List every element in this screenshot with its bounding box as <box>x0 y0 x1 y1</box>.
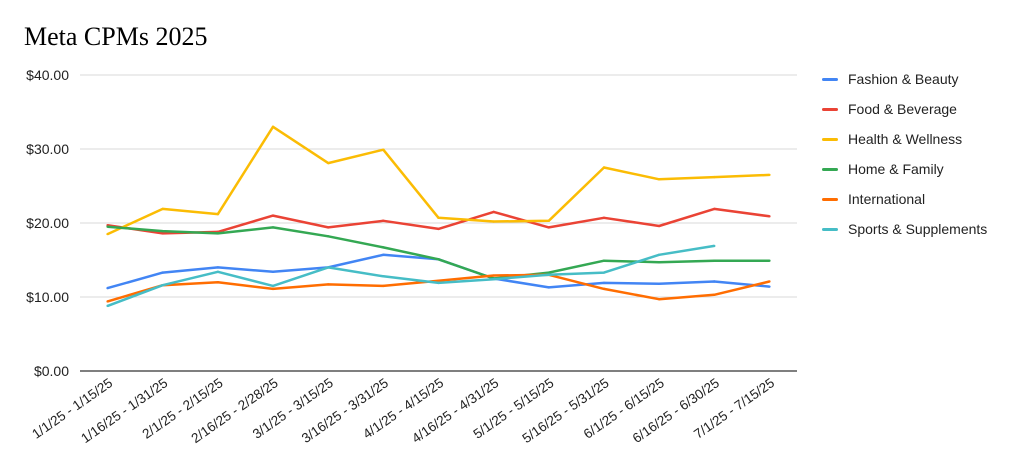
legend-swatch <box>822 167 838 171</box>
data-point <box>768 259 771 262</box>
data-point <box>216 266 220 269</box>
data-point <box>326 235 330 238</box>
legend-swatch <box>822 137 838 141</box>
data-point <box>657 298 661 301</box>
data-point <box>657 261 661 264</box>
data-point <box>768 173 771 177</box>
data-point <box>437 279 440 282</box>
chart-title: Meta CPMs 2025 <box>24 22 208 51</box>
data-point <box>492 278 495 281</box>
data-point <box>106 300 109 303</box>
data-point <box>657 224 661 228</box>
legend-label: Food & Beverage <box>848 101 957 117</box>
data-point <box>382 148 385 151</box>
data-point <box>106 286 109 290</box>
legend-item: International <box>822 184 987 214</box>
data-point <box>161 232 164 235</box>
legend-swatch <box>822 197 838 201</box>
legend-swatch <box>822 77 838 81</box>
data-point <box>106 304 109 308</box>
y-tick-label: $30.00 <box>26 141 69 157</box>
data-point <box>657 282 661 285</box>
data-point <box>326 161 330 165</box>
data-point <box>216 270 220 274</box>
data-point <box>216 212 220 216</box>
data-point <box>437 216 440 220</box>
series-line-sports-supplements <box>107 244 715 308</box>
data-point <box>492 210 495 214</box>
legend-swatch <box>822 227 838 231</box>
data-point <box>216 281 220 284</box>
data-point <box>271 125 275 128</box>
data-point <box>492 220 495 223</box>
data-point <box>161 229 164 233</box>
data-point <box>106 225 109 228</box>
data-point <box>326 266 330 269</box>
data-point <box>602 287 606 291</box>
data-point <box>437 227 440 231</box>
data-point <box>382 275 385 278</box>
data-point <box>547 286 551 289</box>
data-point <box>713 175 716 179</box>
data-point <box>271 214 275 217</box>
data-point <box>547 273 551 276</box>
data-point <box>768 280 771 283</box>
data-point <box>271 270 275 274</box>
data-point <box>602 216 606 220</box>
data-point <box>602 166 606 169</box>
data-point <box>602 281 606 285</box>
data-point <box>161 283 164 287</box>
legend-label: Health & Wellness <box>848 131 963 147</box>
data-point <box>271 287 275 291</box>
data-point <box>271 226 275 229</box>
data-point <box>382 253 385 257</box>
data-point <box>216 232 220 235</box>
data-point <box>382 246 385 249</box>
data-point <box>547 219 551 222</box>
legend-item: Health & Wellness <box>822 124 987 154</box>
legend-swatch <box>822 107 838 111</box>
legend: Fashion & Beauty Food & Beverage Health & … <box>822 64 987 244</box>
legend-item: Food & Beverage <box>822 94 987 124</box>
data-point <box>161 207 164 211</box>
data-point <box>657 253 661 257</box>
data-point <box>768 285 771 288</box>
data-point <box>106 232 109 236</box>
data-point <box>768 215 771 218</box>
data-point <box>602 271 606 274</box>
y-tick-label: $0.00 <box>34 363 69 379</box>
data-point <box>713 280 716 283</box>
data-point <box>602 259 606 262</box>
y-tick-label: $20.00 <box>26 215 69 231</box>
data-point <box>161 271 164 274</box>
data-point <box>713 244 716 248</box>
data-point <box>437 281 440 285</box>
y-tick-label: $40.00 <box>26 67 69 83</box>
data-point <box>326 283 330 286</box>
data-point <box>657 178 661 181</box>
legend-item: Fashion & Beauty <box>822 64 987 94</box>
data-point <box>547 226 551 229</box>
data-point <box>271 284 275 288</box>
data-point <box>713 259 716 262</box>
legend-label: Sports & Supplements <box>848 221 988 237</box>
data-point <box>326 226 330 229</box>
legend-label: International <box>848 191 926 207</box>
data-point <box>713 207 716 211</box>
legend-item: Home & Family <box>822 154 987 184</box>
y-tick-label: $10.00 <box>26 289 69 305</box>
data-point <box>437 258 440 261</box>
data-point <box>547 271 551 274</box>
data-point <box>382 219 385 222</box>
data-point <box>492 274 495 277</box>
legend-label: Fashion & Beauty <box>848 71 959 87</box>
legend-label: Home & Family <box>848 161 944 177</box>
data-point <box>382 284 385 288</box>
legend-item: Sports & Supplements <box>822 214 987 244</box>
data-point <box>713 293 716 296</box>
